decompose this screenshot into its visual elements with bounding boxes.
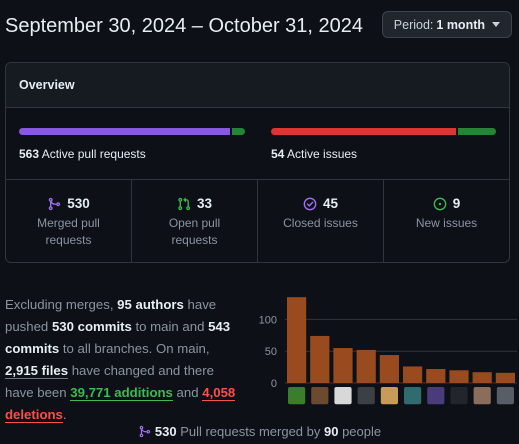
- header: September 30, 2024 – October 31, 2024 Pe…: [5, 10, 512, 42]
- issues-progress: [271, 128, 496, 135]
- merged-segment: [19, 128, 231, 135]
- contributor-bar[interactable]: [287, 297, 307, 383]
- summary-text: Excluding merges,: [5, 297, 118, 312]
- commits-main-link[interactable]: 530 commits: [51, 319, 132, 334]
- deletions-count: 4,058: [202, 385, 236, 400]
- merged-prs-value: 530: [67, 196, 90, 211]
- commits-all-link[interactable]: 543 commits: [5, 319, 231, 356]
- active-issues-label: Active issues: [287, 147, 358, 161]
- overview-stats: 530 Merged pull requests 33 Open pull re…: [6, 180, 509, 262]
- contributor-bar[interactable]: [449, 370, 469, 383]
- footer-count: 530: [154, 424, 177, 439]
- merged-prs-label: Merged pull requests: [37, 216, 100, 247]
- stat-closed-issues[interactable]: 45 Closed issues: [258, 180, 384, 262]
- y-tick-label: 50: [265, 346, 277, 358]
- period-select-button[interactable]: Period: 1 month: [381, 11, 512, 38]
- additions-count: 39,771: [70, 385, 111, 400]
- issue-opened-icon: [433, 197, 447, 210]
- overview-panel: Overview 563 Active pull requests 54 Act…: [5, 62, 510, 263]
- period-label: Period:: [393, 17, 434, 32]
- deletions-link[interactable]: 4,058 deletions: [5, 385, 236, 423]
- footer-people: 90: [323, 424, 339, 439]
- contributor-avatar[interactable]: [357, 387, 375, 405]
- summary-text: and: [172, 385, 203, 400]
- closed-issues-label: Closed issues: [283, 216, 358, 230]
- contributor-avatar[interactable]: [496, 387, 514, 405]
- pull-requests-summary[interactable]: 563 Active pull requests: [19, 128, 245, 161]
- issue-closed-icon: [303, 197, 317, 210]
- contributor-bar[interactable]: [403, 366, 423, 383]
- deletions-word: deletions: [5, 407, 63, 422]
- contributor-avatar[interactable]: [311, 387, 329, 405]
- closed-issues-value: 45: [322, 196, 339, 211]
- y-tick-label: 0: [271, 378, 277, 390]
- additions-word: additions: [110, 385, 173, 400]
- contributor-avatar[interactable]: [427, 387, 445, 405]
- active-issues-count: 54: [271, 147, 285, 161]
- issues-summary[interactable]: 54 Active issues: [271, 128, 496, 161]
- period-value: 1 month: [436, 17, 485, 32]
- merge-icon: [48, 197, 61, 210]
- contributor-avatar[interactable]: [404, 387, 422, 405]
- contributor-bar[interactable]: [356, 349, 376, 383]
- contributor-bar[interactable]: [310, 335, 330, 383]
- contributor-avatar[interactable]: [334, 387, 352, 405]
- open-segment: [458, 128, 496, 135]
- additions-link[interactable]: 39,771 additions: [70, 385, 173, 401]
- y-tick-label: 100: [259, 314, 277, 326]
- caret-down-icon: [492, 22, 500, 27]
- files-changed-link[interactable]: 2,915 files: [5, 363, 69, 379]
- contributor-avatar[interactable]: [380, 387, 398, 405]
- contributor-avatar[interactable]: [450, 387, 468, 405]
- contributor-bar[interactable]: [495, 372, 515, 383]
- contributor-avatar[interactable]: [288, 387, 306, 405]
- contributor-avatar[interactable]: [473, 387, 491, 405]
- pull-request-icon: [178, 197, 191, 210]
- contributor-bar[interactable]: [472, 372, 492, 383]
- summary-text: have pushed: [5, 297, 217, 334]
- contributor-bar[interactable]: [426, 369, 446, 383]
- merged-footer: 530 Pull requests merged by 90 people: [0, 424, 519, 441]
- stat-merged-prs[interactable]: 530 Merged pull requests: [6, 180, 132, 262]
- commit-summary: Excluding merges, 95 authors have pushed…: [5, 294, 240, 426]
- contributor-bar[interactable]: [333, 348, 353, 383]
- open-segment: [232, 128, 245, 135]
- contributor-bar[interactable]: [379, 355, 399, 383]
- overview-bars: 563 Active pull requests 54 Active issue…: [6, 108, 509, 180]
- open-prs-value: 33: [196, 196, 213, 211]
- stat-open-prs[interactable]: 33 Open pull requests: [132, 180, 258, 262]
- active-pr-count: 563: [19, 147, 40, 161]
- stat-new-issues[interactable]: 9 New issues: [384, 180, 509, 262]
- summary-text: have changed and there have been: [5, 363, 214, 400]
- summary-text: to all branches. On main,: [59, 341, 210, 356]
- merge-icon: [138, 425, 151, 441]
- date-range-title: September 30, 2024 – October 31, 2024: [5, 15, 364, 37]
- summary-text: .: [62, 407, 67, 422]
- open-prs-label: Open pull requests: [168, 216, 221, 247]
- footer-text: Pull requests merged by: [176, 424, 324, 439]
- new-issues-value: 9: [452, 196, 461, 211]
- contributors-chart: 0 50 100: [259, 297, 517, 405]
- overview-title: Overview: [6, 63, 509, 108]
- footer-text-end: people: [338, 424, 382, 439]
- pull-requests-progress: [19, 128, 245, 135]
- active-pr-label: Active pull requests: [41, 147, 146, 161]
- summary-text: to main and: [131, 319, 209, 334]
- authors-link[interactable]: 95 authors: [117, 297, 184, 312]
- closed-segment: [271, 128, 457, 135]
- new-issues-label: New issues: [415, 216, 478, 230]
